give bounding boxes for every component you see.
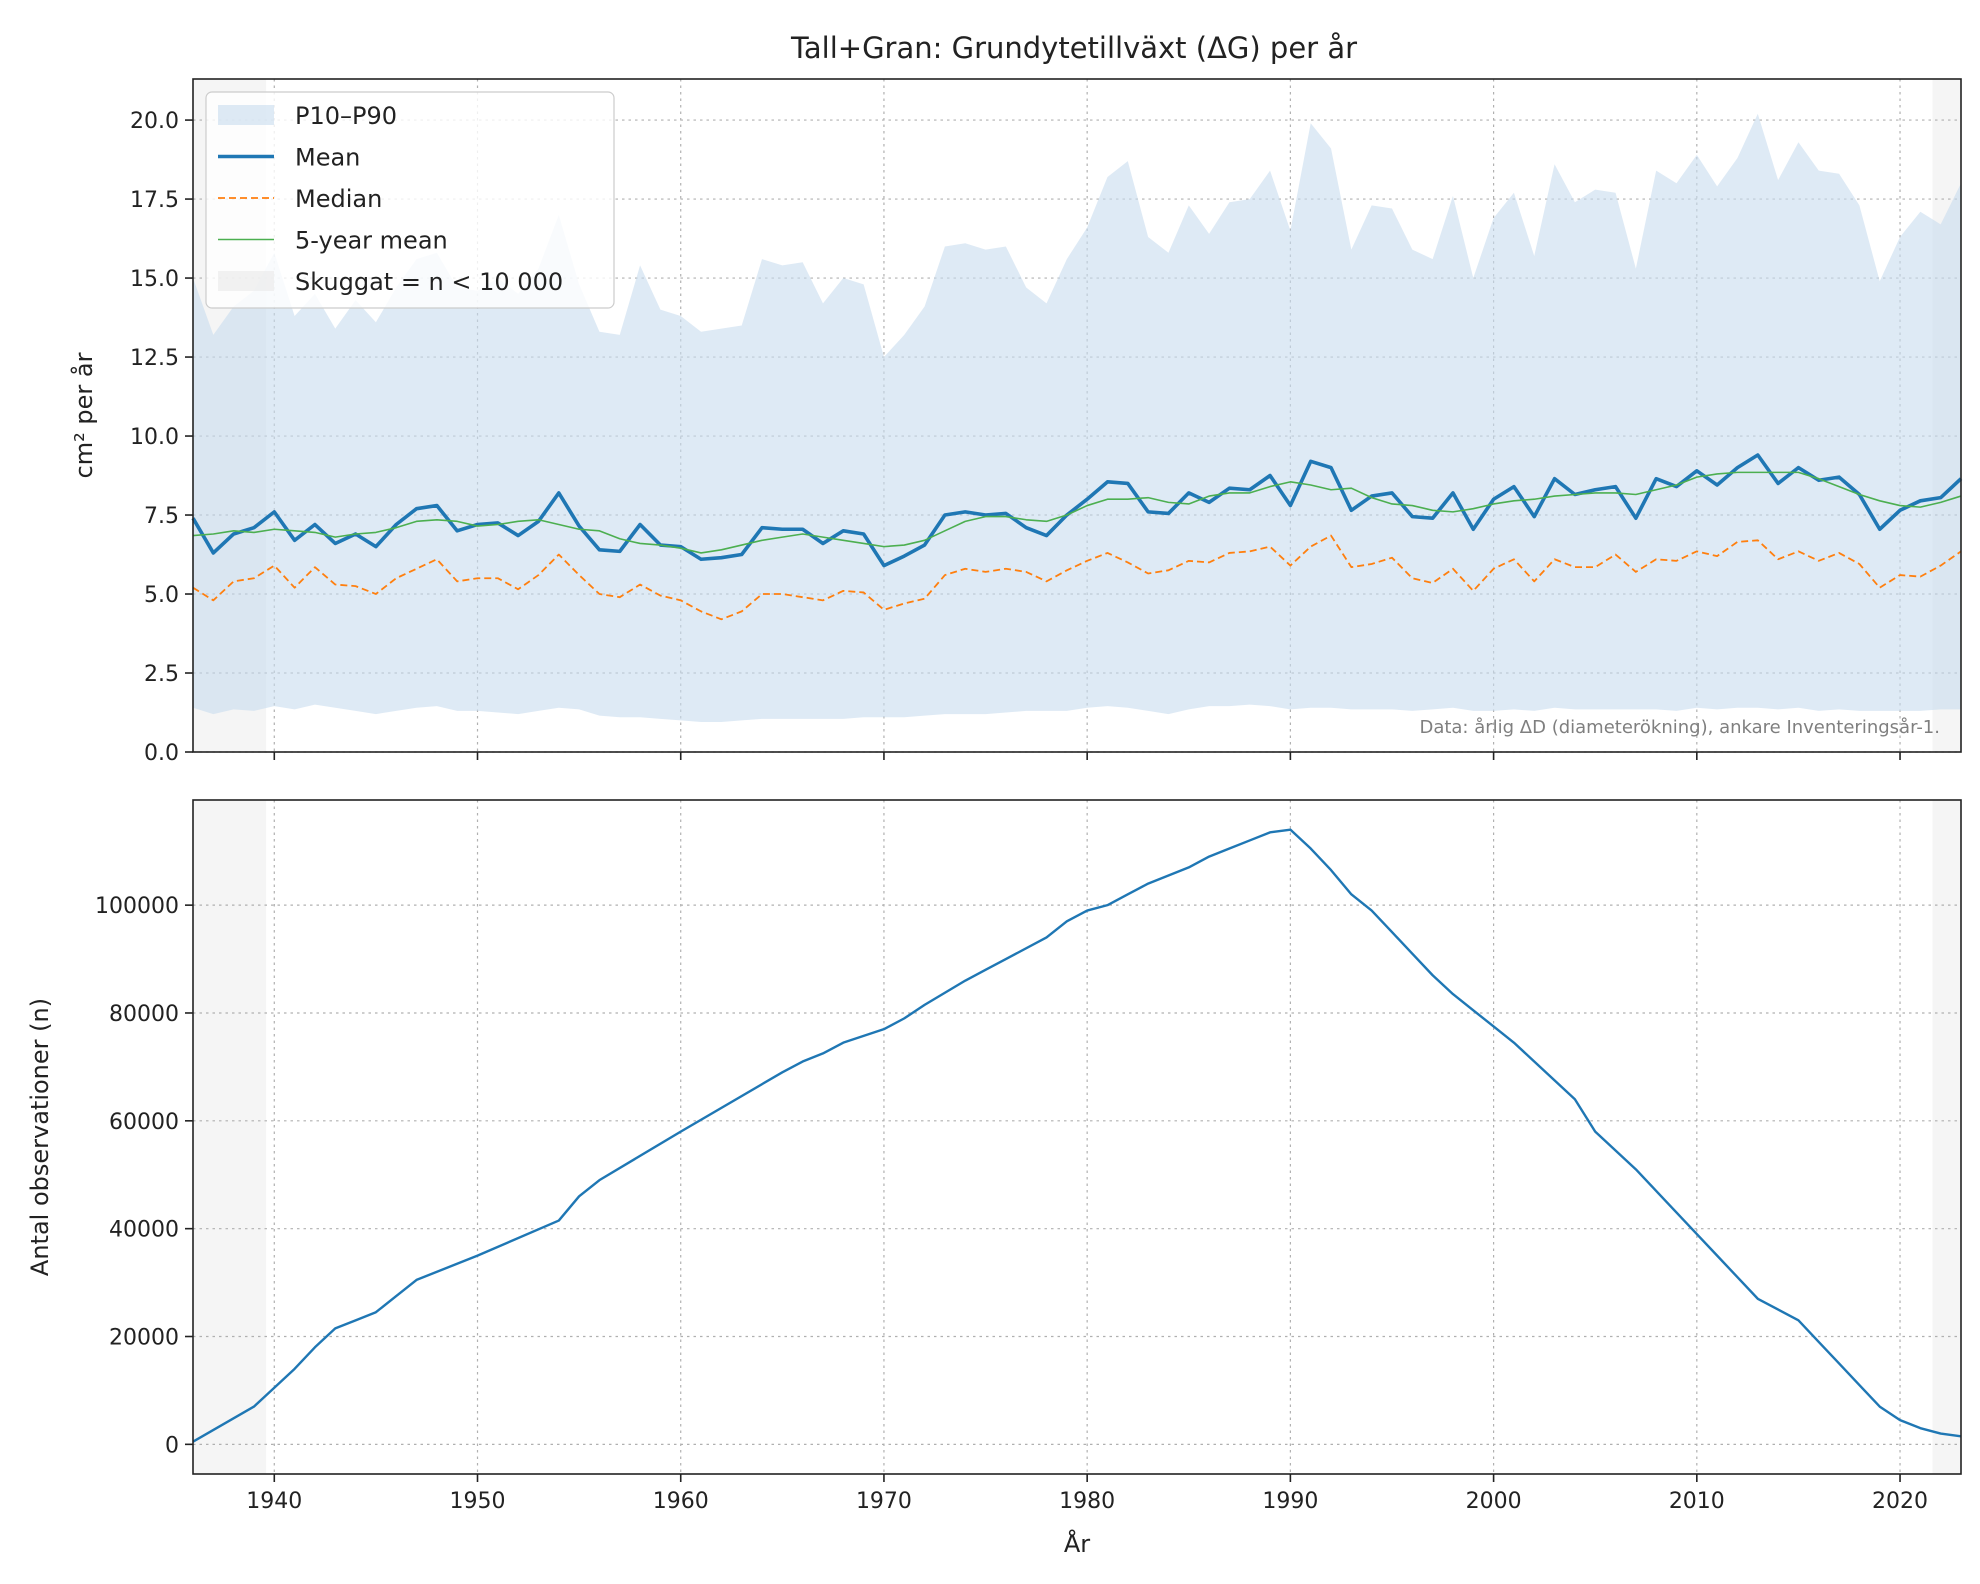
series-line-observations: [192, 828, 1962, 1443]
y-tick-label: 0.0: [144, 741, 179, 766]
y-tick-label: 100000: [95, 894, 179, 919]
series-line-mean: [191, 453, 1963, 568]
legend-label: Mean: [295, 144, 360, 172]
top-axes: 0.0 2.5 5.0 7.5 10.0 12.5 15.0 17.5 20.0 cm² per …: [69, 78, 1963, 766]
series-line-median: [192, 534, 1962, 621]
note-text: Data: årlig ΔD (diameterökning), ankare …: [1419, 717, 1940, 738]
band-p10-p90: [193, 113, 1961, 722]
y-axis-label: Antal observationer (n): [26, 998, 54, 1276]
x-axis-label: År: [1064, 1529, 1090, 1558]
y-tick-label: 12.5: [130, 346, 179, 371]
legend-label: 5-year mean: [295, 227, 448, 255]
x-tick-label: 1950: [450, 1489, 506, 1514]
x-tick-label: 2020: [1872, 1489, 1928, 1514]
y-tick-label: 10.0: [130, 425, 179, 450]
y-tick-label: 20.0: [130, 109, 179, 134]
x-tick-label: 1970: [856, 1489, 912, 1514]
shaded-region: [193, 800, 267, 1474]
legend-swatch-shade: [218, 271, 274, 291]
y-tick-label: 15.0: [130, 267, 179, 292]
legend-label: P10–P90: [295, 102, 397, 130]
y-tick-label: 2.5: [144, 662, 179, 687]
legend: P10–P90 Mean Median 5-year mean Skuggat = n …: [205, 91, 615, 309]
legend-swatch-band: [218, 105, 274, 125]
y-tick-label: 60000: [109, 1110, 179, 1135]
shaded-region: [1932, 800, 1961, 1474]
y-axis-label: cm² per år: [69, 352, 98, 478]
bottom-axes: 0 20000 40000 60000 80000 100000 1940 1950 1960 1…: [26, 799, 1962, 1558]
legend-label: Skuggat = n < 10 000: [295, 268, 563, 296]
x-tick-label: 1940: [246, 1489, 302, 1514]
y-tick-label: 5.0: [144, 583, 179, 608]
y-tick-label: 17.5: [130, 188, 179, 213]
x-tick-label: 1990: [1262, 1489, 1318, 1514]
legend-label: Median: [295, 185, 382, 213]
x-tick-label: 1960: [653, 1489, 709, 1514]
x-tick-label: 1980: [1059, 1489, 1115, 1514]
x-tick-label: 2000: [1466, 1489, 1522, 1514]
y-tick-label: 80000: [109, 1002, 179, 1027]
y-tick-label: 20000: [109, 1326, 179, 1351]
chart-title: Tall+Gran: Grundytetillväxt (ΔG) per år: [790, 31, 1357, 65]
x-tick-label: 2010: [1669, 1489, 1725, 1514]
legend-box: [205, 91, 615, 309]
series-line-5-year-mean: [192, 471, 1962, 554]
y-tick-label: 0: [165, 1433, 179, 1458]
axes-frame: [192, 78, 1962, 753]
axes-frame: [192, 799, 1962, 1475]
y-tick-label: 7.5: [144, 504, 179, 529]
y-tick-label: 40000: [109, 1218, 179, 1243]
